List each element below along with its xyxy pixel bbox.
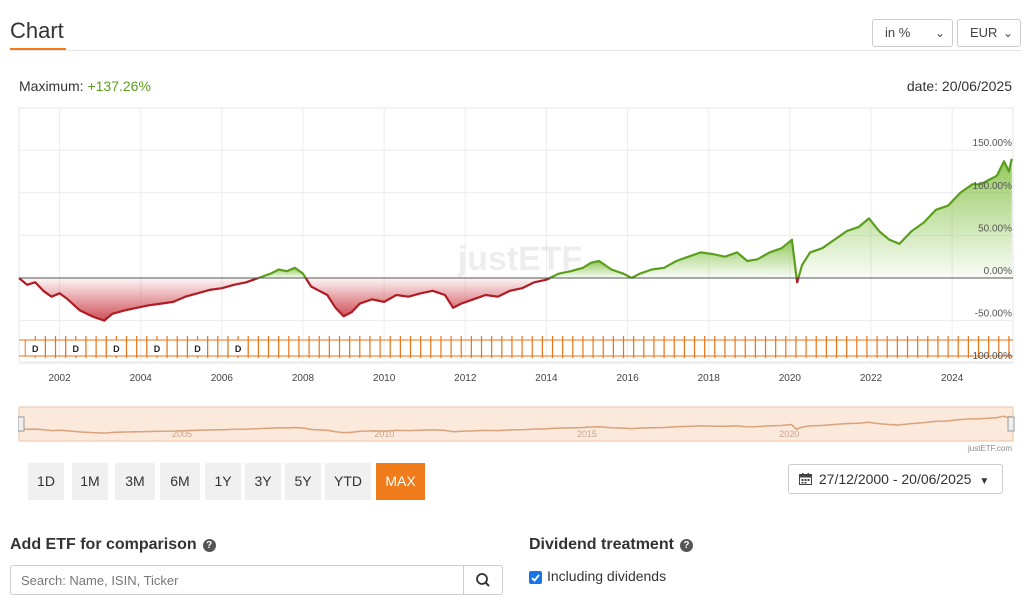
x-tick-label: 2012 — [454, 373, 477, 384]
range-button-1m[interactable]: 1M — [72, 463, 108, 500]
navigator-labels: 2005 2010 2015 2020 — [172, 429, 799, 439]
x-tick-label: 2022 — [860, 373, 883, 384]
help-icon[interactable]: ? — [202, 539, 216, 552]
including-dividends-label: Including dividends — [547, 568, 667, 584]
range-button-1d[interactable]: 1D — [28, 463, 64, 500]
positive-series-line — [797, 158, 1013, 279]
navigator-right-handle[interactable] — [1007, 416, 1015, 432]
maximum-summary: Maximum: +137.26% — [19, 78, 151, 94]
dividend-flag — [24, 339, 46, 357]
range-button-5y[interactable]: 5Y — [285, 463, 321, 500]
dividend-flag-label: D — [113, 344, 120, 354]
range-button-ytd[interactable]: YTD — [325, 463, 371, 500]
y-tick-label: 100.00% — [973, 181, 1013, 192]
navigator-year-label: 2020 — [779, 429, 799, 439]
negative-area — [305, 278, 550, 317]
maximum-label: Maximum: — [19, 78, 84, 94]
checkbox-icon — [531, 574, 540, 582]
dividend-flag — [146, 339, 168, 357]
y-tick-label: -100.00% — [969, 351, 1012, 362]
navigator-year-label: 2010 — [374, 429, 394, 439]
dividend-flag-label: D — [32, 344, 39, 354]
comparison-title-text: Add ETF for comparison — [10, 536, 197, 553]
currency-select[interactable]: EUR ⌄ — [957, 19, 1021, 47]
x-axis-labels: 2002 2004 2006 2008 2010 2012 2014 2016 2018 2020… — [48, 373, 963, 384]
x-tick-label: 2018 — [698, 373, 721, 384]
dividend-flag — [227, 339, 249, 357]
x-tick-label: 2002 — [48, 373, 71, 384]
y-tick-label: -50.00% — [975, 309, 1012, 320]
navigator-line — [19, 415, 1012, 434]
dividend-flag — [187, 339, 209, 357]
chart-lines — [18, 158, 1013, 322]
dividend-title-text: Dividend treatment — [529, 536, 674, 553]
y-axis-labels: 150.00% 100.00% 50.00% 0.00% -50.00% -100.00% — [969, 138, 1012, 362]
positive-area — [258, 267, 306, 278]
currency-select-value: EUR — [970, 25, 998, 40]
range-button-3y[interactable]: 3Y — [245, 463, 281, 500]
range-button-3m[interactable]: 3M — [115, 463, 155, 500]
etf-search-input[interactable] — [10, 565, 464, 595]
navigator-credit: justETF.com — [967, 444, 1012, 453]
comparison-title: Add ETF for comparison? — [10, 536, 216, 554]
x-tick-label: 2016 — [616, 373, 639, 384]
dividend-flag-label: D — [73, 344, 80, 354]
chart-date: date: 20/06/2025 — [906, 78, 1012, 94]
navigator-year-label: 2005 — [172, 429, 192, 439]
range-button-6m[interactable]: 6M — [160, 463, 200, 500]
y-tick-label: 150.00% — [973, 138, 1013, 149]
x-tick-label: 2010 — [373, 373, 396, 384]
including-dividends-checkbox[interactable] — [529, 571, 542, 584]
x-tick-label: 2008 — [292, 373, 315, 384]
negative-series-line — [18, 276, 259, 322]
x-tick-label: 2006 — [211, 373, 234, 384]
unit-select-value: in % — [885, 25, 911, 40]
maximum-value: +137.26% — [87, 78, 151, 94]
timeline-navigator[interactable]: 2005 2010 2015 2020 justETF.com — [18, 406, 1016, 456]
calendar-icon — [799, 473, 812, 485]
dividend-flag-label: D — [194, 344, 201, 354]
positive-series-line — [631, 238, 798, 279]
x-tick-label: 2004 — [130, 373, 153, 384]
x-tick-label: 2014 — [535, 373, 558, 384]
dividend-flag — [105, 339, 127, 357]
chevron-down-icon: ⌄ — [934, 26, 945, 40]
positive-area — [798, 158, 1012, 278]
positive-area — [549, 261, 632, 278]
justetf-watermark: justETF — [457, 240, 583, 278]
caret-down-icon: ▼ — [979, 476, 990, 487]
positive-series-line — [258, 266, 307, 280]
header-divider — [10, 50, 1022, 51]
range-button-max[interactable]: MAX — [376, 463, 425, 500]
navigator-year-label: 2015 — [577, 429, 597, 439]
dividend-flag — [65, 339, 87, 357]
chevron-down-icon: ⌄ — [1002, 26, 1013, 40]
x-tick-label: 2024 — [941, 373, 964, 384]
title-underline — [10, 48, 66, 51]
search-icon — [476, 573, 490, 587]
positive-series-line — [549, 259, 633, 279]
negative-series-line — [795, 277, 800, 284]
date-range-value: 27/12/2000 - 20/06/2025 — [818, 471, 972, 487]
y-tick-label: 0.00% — [984, 266, 1012, 277]
dividend-treatment-title: Dividend treatment? — [529, 536, 693, 554]
negative-series-line — [304, 277, 551, 318]
date-range-picker[interactable]: 27/12/2000 - 20/06/2025 ▼ — [788, 464, 1003, 494]
negative-area — [19, 278, 259, 321]
search-button[interactable] — [463, 565, 503, 595]
performance-chart[interactable]: justETF D D D D D D 150.00% 100.00% 50.00% 0.00%… — [0, 100, 1024, 390]
navigator-left-handle[interactable] — [18, 416, 25, 432]
dividend-flag-label: D — [235, 344, 242, 354]
dividend-flag-label: D — [154, 344, 161, 354]
unit-select[interactable]: in % ⌄ — [872, 19, 953, 47]
y-tick-label: 50.00% — [978, 223, 1012, 234]
page-title: Chart — [10, 18, 64, 43]
range-button-1y[interactable]: 1Y — [205, 463, 241, 500]
navigator-background — [18, 406, 1014, 442]
positive-area — [631, 239, 797, 278]
help-icon[interactable]: ? — [679, 539, 693, 552]
x-tick-label: 2020 — [779, 373, 802, 384]
chart-areas — [19, 158, 1012, 321]
